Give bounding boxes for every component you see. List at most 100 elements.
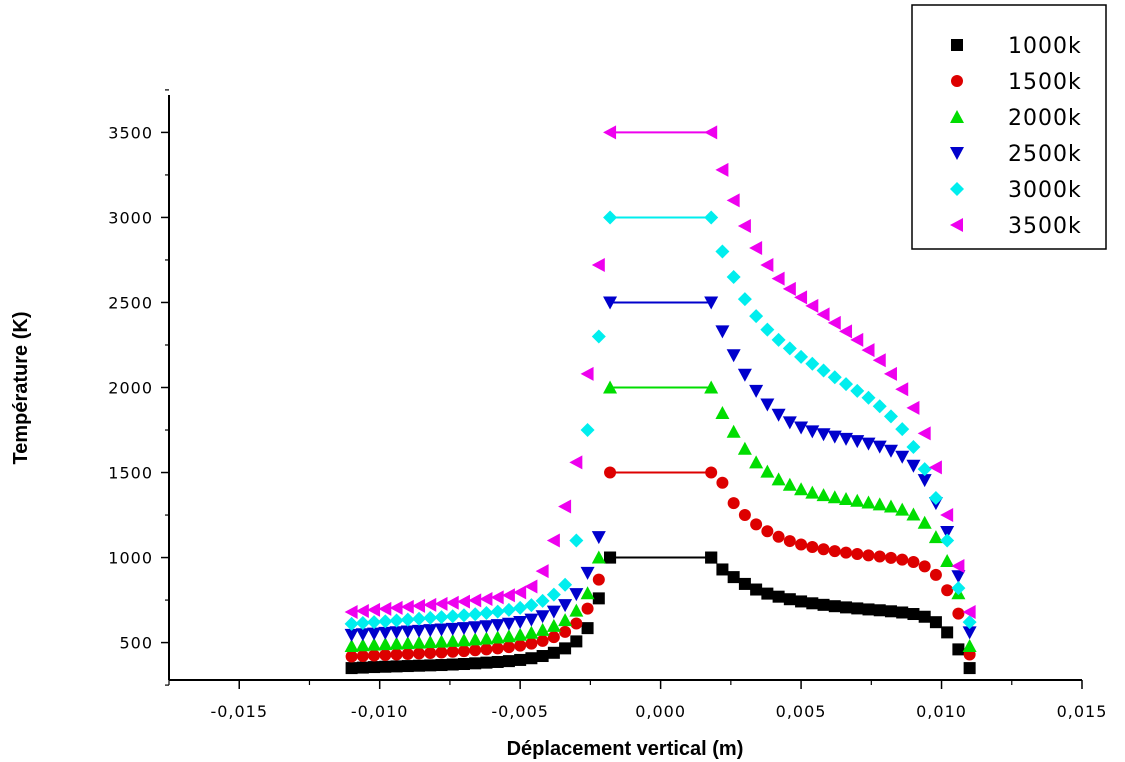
x-ticks: -0,015 -0,010 -0,005 0,000 0,005 0,010 0,015 <box>168 680 1108 721</box>
y-tick-label: 2500 <box>108 293 153 312</box>
data-point <box>401 647 414 660</box>
data-point <box>817 543 830 556</box>
data-point <box>907 555 920 568</box>
data-point <box>536 650 549 663</box>
data-point <box>535 564 549 579</box>
data-point <box>704 125 718 140</box>
data-point <box>940 526 955 540</box>
data-point <box>716 563 729 576</box>
data-point <box>558 613 573 627</box>
data-point <box>434 623 449 637</box>
data-point <box>737 218 751 233</box>
data-point <box>816 307 830 322</box>
data-point <box>750 518 763 531</box>
y-tick-label: 3000 <box>108 208 153 227</box>
data-point <box>445 633 460 647</box>
x-tick-label: 0,005 <box>776 702 827 721</box>
data-point <box>895 422 910 437</box>
data-point <box>400 625 415 639</box>
series-1000k <box>345 551 976 675</box>
data-point <box>423 624 438 638</box>
data-point <box>906 440 921 455</box>
data-point <box>862 603 875 616</box>
data-point <box>941 626 954 639</box>
data-point <box>446 645 459 658</box>
series-3500k <box>344 162 976 619</box>
x-tick-label: 0,010 <box>916 702 967 721</box>
data-point <box>581 622 594 635</box>
data-point <box>435 659 448 672</box>
data-point <box>704 296 719 310</box>
data-point <box>390 648 403 661</box>
data-point <box>547 646 560 659</box>
data-point <box>816 428 831 442</box>
data-point <box>839 492 854 506</box>
legend-item: 3500k <box>950 214 1081 239</box>
data-point <box>389 613 404 628</box>
data-point <box>423 610 438 625</box>
data-point <box>928 491 943 506</box>
legend-item: 3000k <box>950 178 1081 203</box>
data-point <box>873 604 886 617</box>
data-point <box>952 607 965 620</box>
data-point <box>861 495 876 509</box>
data-point <box>896 553 909 566</box>
data-point <box>816 488 831 502</box>
data-point <box>883 499 898 513</box>
data-point <box>524 579 538 594</box>
data-point <box>401 660 414 673</box>
data-point <box>490 604 505 619</box>
data-point <box>546 533 560 548</box>
data-point <box>501 629 516 643</box>
data-point <box>749 455 764 469</box>
data-point <box>491 655 504 668</box>
y-axis-title: Température (K) <box>10 312 32 465</box>
data-point <box>514 639 527 652</box>
data-point <box>928 530 943 544</box>
data-point <box>491 642 504 655</box>
data-point <box>456 622 471 636</box>
data-point <box>883 444 898 458</box>
data-point <box>962 615 977 630</box>
data-point <box>704 210 719 225</box>
data-point <box>839 324 853 339</box>
data-point <box>884 551 897 564</box>
x-tick-label: 0,015 <box>1057 702 1108 721</box>
data-point <box>951 75 963 87</box>
data-point <box>749 384 764 398</box>
data-point <box>895 382 909 397</box>
data-point <box>469 657 482 670</box>
data-point <box>569 533 584 548</box>
data-point <box>716 476 729 489</box>
data-point <box>950 182 964 196</box>
data-point <box>434 634 449 648</box>
data-point <box>558 577 573 592</box>
data-point <box>805 485 820 499</box>
data-point <box>457 658 470 671</box>
data-point <box>715 244 730 259</box>
data-point <box>435 646 448 659</box>
x-tick-label: -0,005 <box>491 702 549 721</box>
data-point <box>940 533 955 548</box>
data-point <box>580 586 595 600</box>
legend-item: 1000k <box>951 34 1081 59</box>
data-point <box>840 601 853 614</box>
series-1500k <box>345 476 976 663</box>
data-point <box>412 598 426 613</box>
data-point <box>367 615 382 630</box>
data-point <box>929 568 942 581</box>
data-point <box>782 341 797 356</box>
data-point <box>726 349 741 363</box>
data-point <box>872 440 887 454</box>
data-point <box>952 643 965 656</box>
data-point <box>546 618 561 632</box>
data-point <box>570 635 583 648</box>
legend-label: 2500k <box>1008 142 1082 167</box>
data-point <box>850 332 864 347</box>
data-point <box>368 649 381 662</box>
data-point <box>501 617 516 631</box>
data-point <box>389 636 404 650</box>
data-point <box>524 613 539 627</box>
data-point <box>569 588 584 602</box>
